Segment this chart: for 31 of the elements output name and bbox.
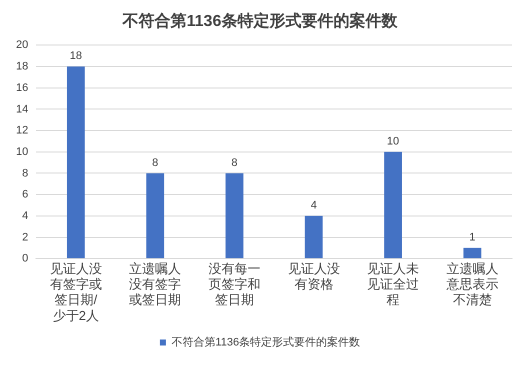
y-tick-label: 12 <box>16 124 28 137</box>
y-tick-label: 8 <box>22 167 28 180</box>
bar <box>463 248 482 258</box>
y-tick-label: 18 <box>16 60 28 73</box>
chart-title: 不符合第1136条特定形式要件的案件数 <box>122 11 398 30</box>
bar <box>66 66 85 258</box>
y-tick-label: 10 <box>16 146 28 158</box>
x-tick-label: 见证人未见证全过程 <box>367 260 420 308</box>
y-tick-label: 20 <box>16 39 28 52</box>
legend-label: 不符合第1136条特定形式要件的案件数 <box>171 336 360 349</box>
bar <box>304 216 323 258</box>
data-label: 8 <box>231 156 238 169</box>
y-tick-label: 14 <box>16 103 28 116</box>
x-tick-label: 立遗嘱人意思表示不清楚 <box>445 260 498 308</box>
x-tick-label: 立遗嘱人没有签字或签日期 <box>129 260 182 308</box>
bar <box>384 152 402 258</box>
y-tick-label: 6 <box>22 188 28 201</box>
bar <box>226 173 244 258</box>
y-tick-label: 0 <box>22 252 28 265</box>
data-label: 4 <box>310 199 317 212</box>
y-tick-label: 2 <box>22 231 28 244</box>
bar <box>146 173 164 258</box>
y-tick-label: 16 <box>16 82 28 94</box>
data-label: 1 <box>469 231 476 244</box>
data-label: 10 <box>386 135 400 148</box>
data-label: 18 <box>70 50 82 62</box>
x-tick-label: 见证人没有签字或签日期/少于2人 <box>50 260 102 323</box>
x-tick-label: 见证人没有资格 <box>288 260 340 292</box>
y-tick-label: 4 <box>22 210 28 222</box>
x-tick-label: 没有每一页签字和签日期 <box>208 260 260 308</box>
data-label: 8 <box>152 156 158 169</box>
